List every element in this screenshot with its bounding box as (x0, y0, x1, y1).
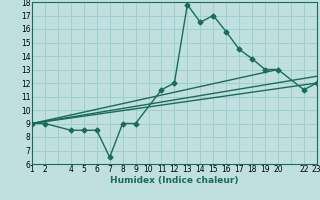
X-axis label: Humidex (Indice chaleur): Humidex (Indice chaleur) (110, 176, 239, 185)
